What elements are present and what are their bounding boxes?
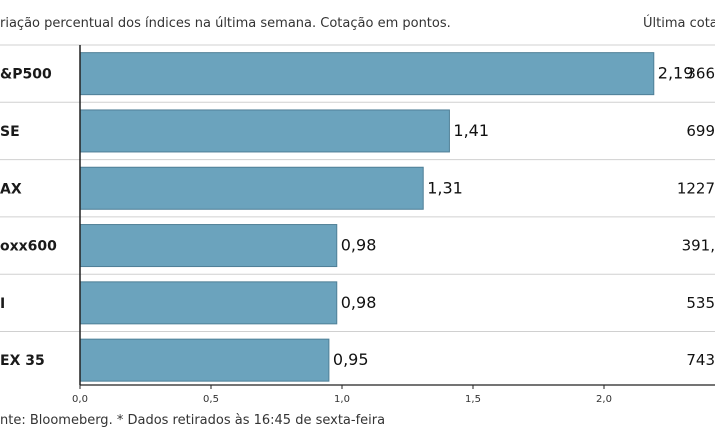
x-tick-label: 1,0 [334, 394, 350, 405]
bar [79, 109, 450, 153]
bar [79, 166, 424, 210]
last-quote-header: Última cota [643, 16, 715, 31]
value-label: 1,31 [427, 178, 463, 197]
source-note: nte: Bloomeberg. * Dados retirados às 16… [0, 413, 386, 428]
last-quote-label: 366 [686, 65, 715, 83]
category-label: &P500 [0, 67, 52, 83]
x-tick-label: 0,0 [72, 394, 88, 405]
bar [79, 338, 330, 382]
x-tick-label: 2,0 [596, 394, 612, 405]
x-tick-label: 0,5 [203, 394, 219, 405]
category-label: SE [0, 124, 20, 140]
value-label: 0,95 [333, 350, 369, 369]
category-label: oxx600 [0, 239, 57, 255]
bar [79, 281, 338, 325]
last-quote-label: 699 [686, 122, 715, 140]
last-quote-label: 535 [686, 294, 715, 312]
category-label: AX [0, 181, 22, 197]
bar [79, 224, 338, 268]
category-label: I [0, 296, 5, 312]
last-quote-label: 1227 [677, 179, 715, 197]
x-tick-label: 1,5 [465, 394, 481, 405]
category-label: EX 35 [0, 353, 45, 369]
value-label: 0,98 [341, 293, 377, 312]
last-quote-label: 391, [682, 237, 715, 255]
value-label: 2,19 [658, 64, 694, 83]
last-quote-label: 743 [686, 351, 715, 369]
chart-subtitle: riação percentual dos índices na última … [0, 16, 451, 31]
value-label: 1,41 [453, 121, 489, 140]
value-label: 0,98 [341, 236, 377, 255]
bar [79, 52, 655, 96]
